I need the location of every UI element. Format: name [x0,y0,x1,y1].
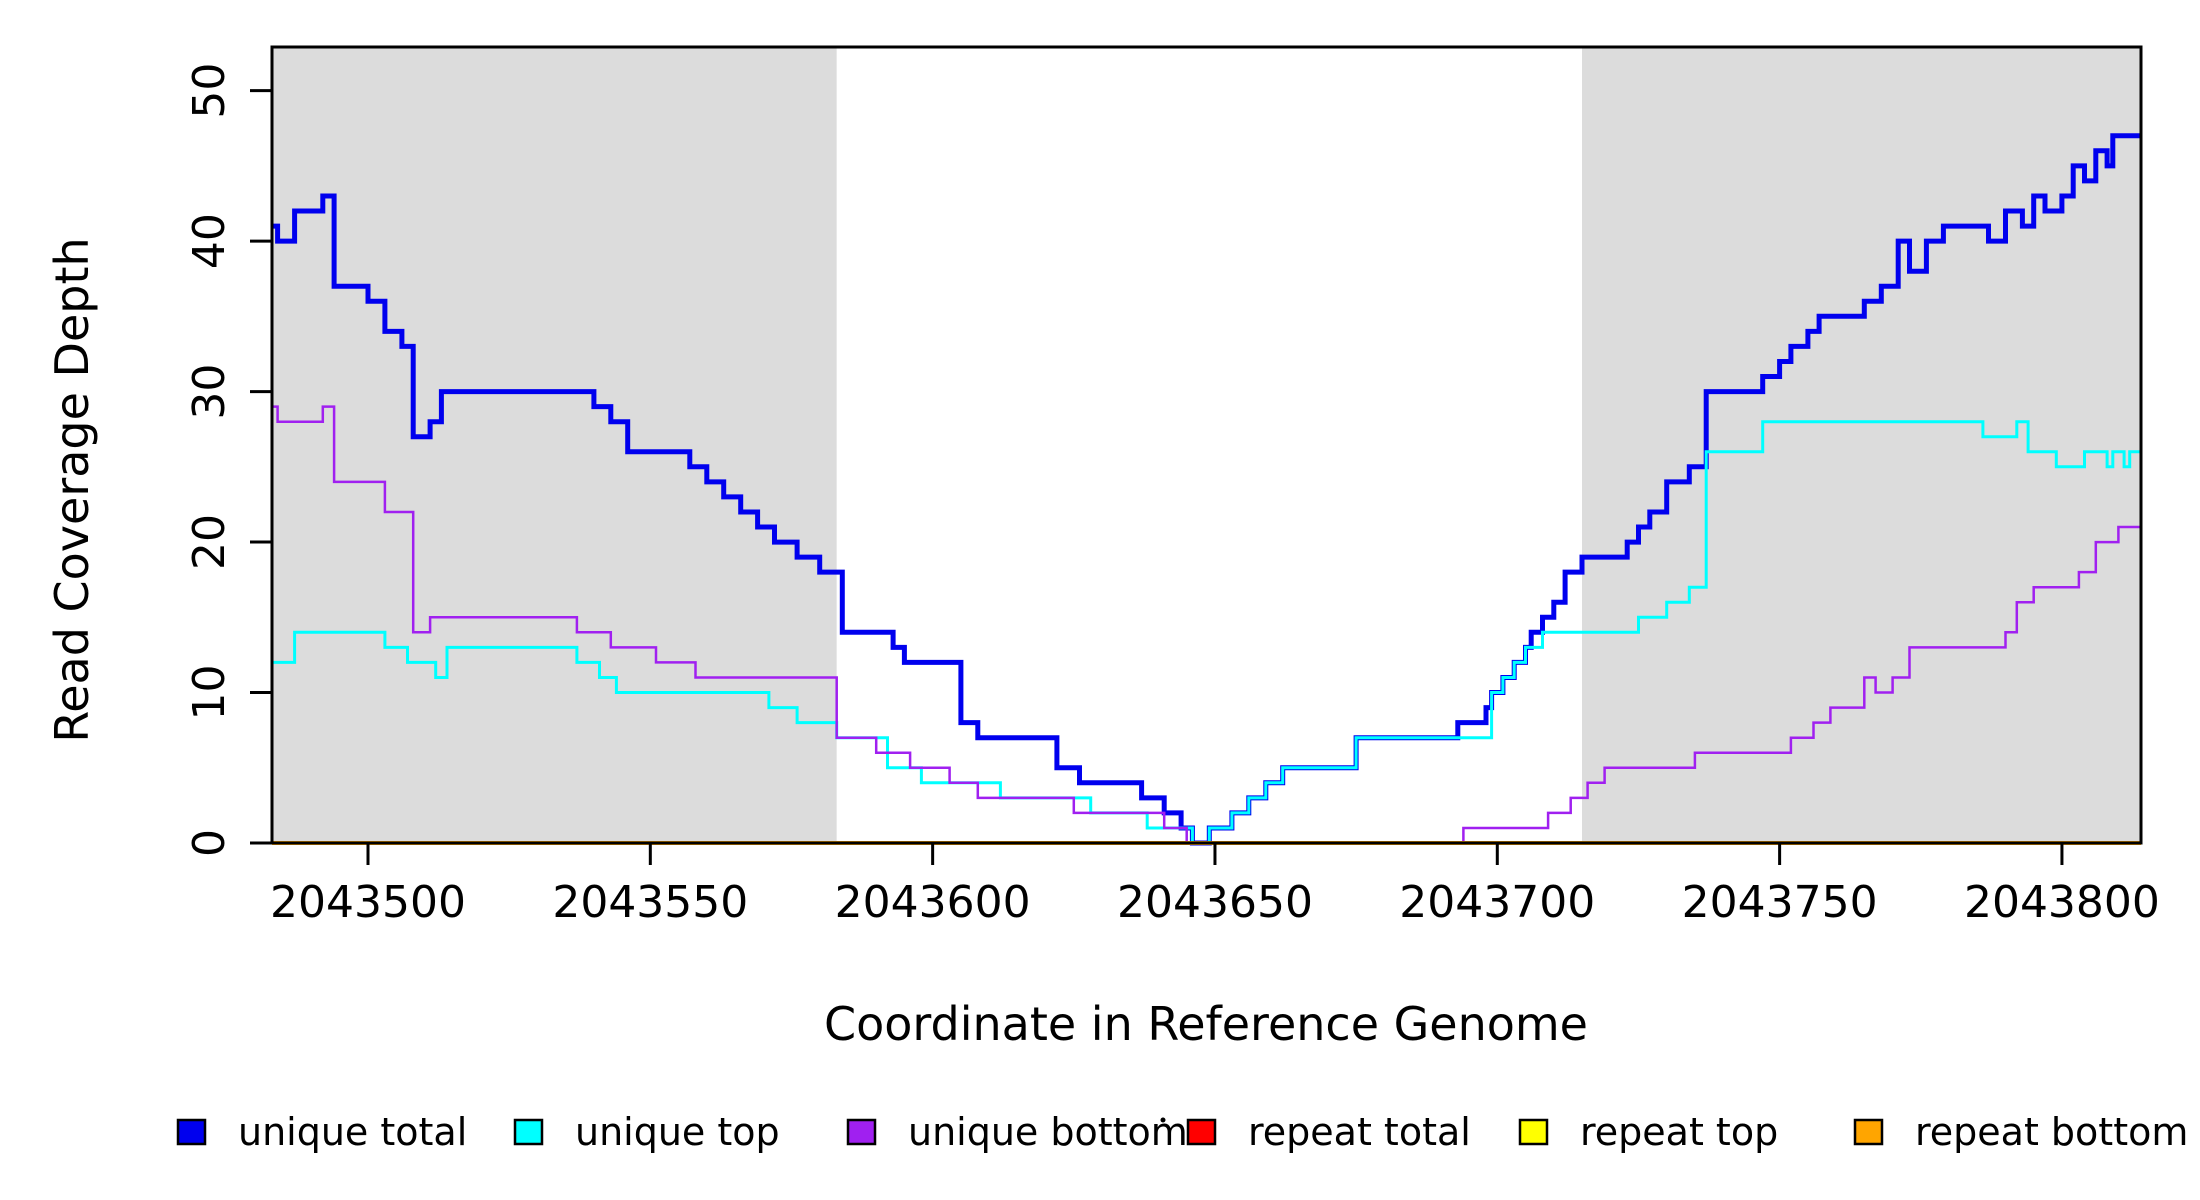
plot-border [270,45,2143,845]
legend-label-unique-top: unique top [575,1110,780,1154]
right-gray-band [1581,47,2141,843]
legend-label-unique-bottom: unique bottom [908,1110,1188,1154]
x-tick-label: 2043650 [1117,877,1313,928]
y-tick-label: 50 [184,63,235,119]
y-tick-label: 10 [184,665,235,721]
x-tick-label: 2043800 [1964,877,2160,928]
series-unique-total [272,133,2141,846]
legend-swatch-unique-bottom [846,1118,877,1146]
y-tick-label: 30 [184,364,235,420]
legend-label-repeat-bottom: repeat bottom [1915,1110,2188,1154]
series-unique-top [272,420,2141,845]
y-axis: 0 10 20 30 40 50 [184,63,272,857]
x-tick-label: 2043500 [270,877,466,928]
legend-swatch-unique-total [176,1118,207,1146]
left-gray-band [272,47,837,843]
y-axis-title: Read Coverage Depth [45,237,99,742]
y-tick-label: 0 [184,829,235,857]
x-axis-title: Coordinate in Reference Genome [824,997,1588,1051]
x-tick-label: 2043550 [552,877,748,928]
legend-label-repeat-top: repeat top [1580,1110,1778,1154]
legend-label-unique-total: unique total [238,1110,467,1154]
y-tick-label: 20 [184,514,235,570]
legend-label-repeat-total: repeat total [1248,1110,1471,1154]
legend-swatch-repeat-total [1186,1118,1217,1146]
x-axis: 2043500 2043550 2043600 2043650 2043700 20437… [270,843,2160,928]
y-tick-label: 40 [184,213,235,269]
background-bands [272,47,2141,843]
x-tick-label: 2043750 [1682,877,1878,928]
x-tick-label: 2043600 [835,877,1031,928]
series-unique-bottom [272,405,2141,845]
legend-swatch-repeat-top [1518,1118,1549,1146]
legend-swatch-unique-top [513,1118,544,1146]
stray-dot [1160,1117,1166,1123]
x-tick-label: 2043700 [1399,877,1595,928]
legend: unique total unique top unique bottom repea… [176,1110,2188,1154]
legend-swatch-repeat-bottom [1853,1118,1884,1146]
